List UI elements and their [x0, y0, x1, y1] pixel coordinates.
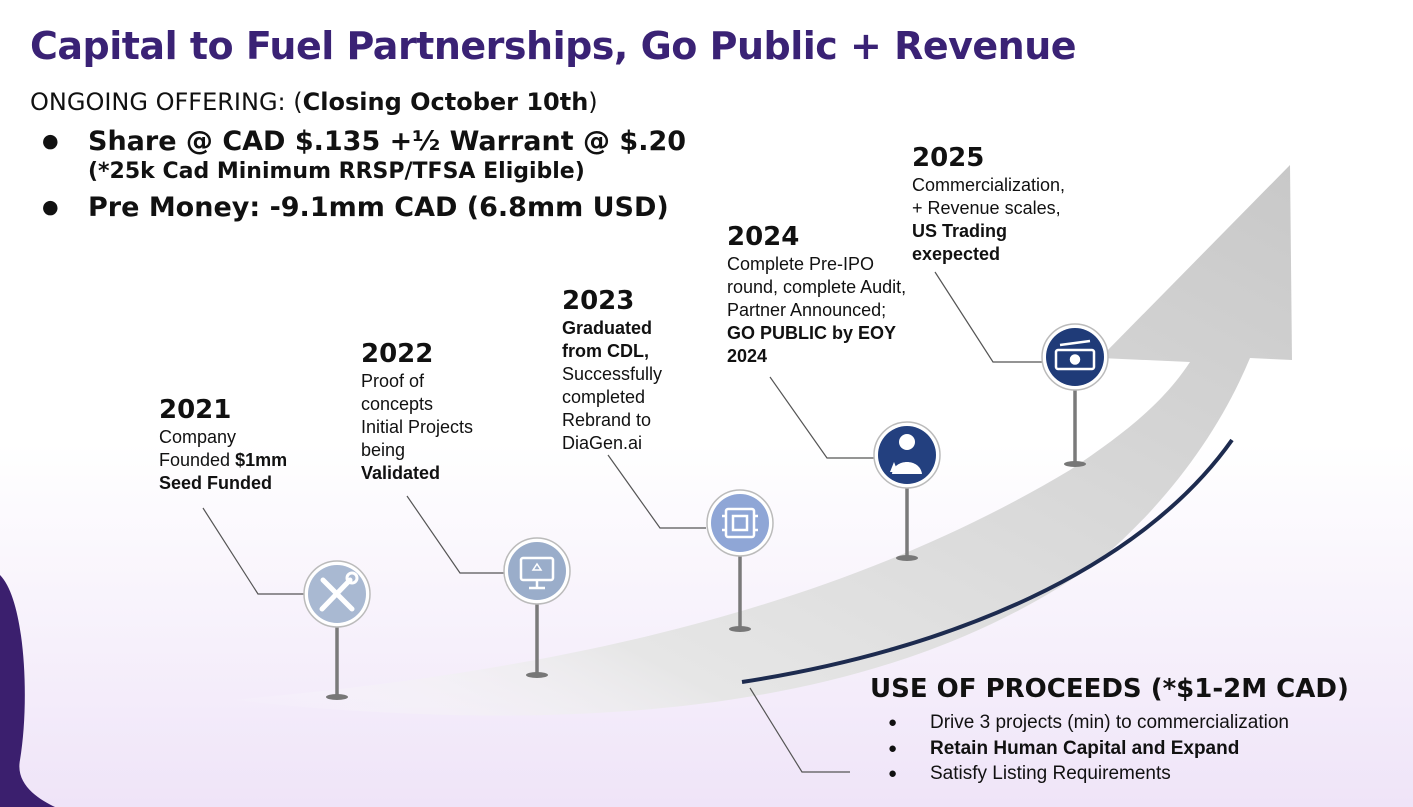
milestone-line: + Revenue scales, — [912, 198, 1061, 218]
milestone-line-bold: exepected — [912, 244, 1001, 264]
chip-icon — [722, 507, 758, 539]
milestone-line-bold: Seed Funded — [159, 473, 273, 493]
milestone-line-bold: 2024 — [727, 346, 768, 366]
scientist-icon — [890, 434, 922, 474]
pre-money-bullet: Pre Money: -9.1mm CAD (6.8mm USD) — [42, 192, 686, 223]
milestone-line-bold: US Trading — [912, 221, 1008, 241]
minimum-note: (*25k Cad Minimum RRSP/TFSA Eligible) — [88, 159, 585, 184]
offering-heading: ONGOING OFFERING: (Closing October 10th) — [30, 88, 598, 116]
milestone-line: concepts — [361, 394, 434, 414]
milestone-line: completed — [562, 387, 646, 407]
milestone-2025: 2025 Commercialization, + Revenue scales… — [912, 142, 1065, 266]
offering-close-paren: ) — [588, 88, 598, 116]
milestone-line-bold: GO PUBLIC by EOY — [727, 323, 897, 343]
milestone-line-bold: Validated — [361, 463, 441, 483]
milestone-line: round, complete Audit, — [727, 277, 907, 297]
milestone-line-bold: Graduated — [562, 318, 653, 338]
proceeds-item: Retain Human Capital and Expand — [888, 736, 1289, 762]
milestone-line-text: Founded — [159, 450, 236, 470]
milestone-line-bold: $1mm — [235, 450, 288, 470]
tools-icon — [319, 571, 359, 612]
milestone-year: 2023 — [562, 286, 635, 316]
milestone-2021: 2021 Company Founded $1mm Seed Funded — [159, 394, 287, 495]
milestone-line: Company — [159, 427, 237, 447]
milestone-2024: 2024 Complete Pre-IPO round, complete Au… — [727, 221, 906, 368]
milestone-line: Partner Announced; — [727, 300, 887, 320]
milestone-2023: 2023 Graduated from CDL, Successfully co… — [562, 285, 662, 455]
growth-arrow — [230, 165, 1292, 716]
milestone-line: Rebrand to — [562, 410, 652, 430]
milestone-year: 2021 — [159, 395, 232, 425]
share-price-bullet: Share @ CAD $.135 +½ Warrant @ $.20 — [42, 126, 686, 157]
proceeds-item: Satisfy Listing Requirements — [888, 761, 1289, 787]
offering-bullets: Share @ CAD $.135 +½ Warrant @ $.20 (*25… — [42, 126, 686, 223]
milestone-line: Proof of — [361, 371, 425, 391]
milestone-line: Initial Projects — [361, 417, 474, 437]
milestone-line: Complete Pre-IPO — [727, 254, 875, 274]
proceeds-item: Drive 3 projects (min) to commercializat… — [888, 710, 1289, 736]
corner-decoration — [0, 575, 55, 807]
milestone-line: DiaGen.ai — [562, 433, 643, 453]
offering-label: ONGOING OFFERING: ( — [30, 88, 303, 116]
milestone-line: being — [361, 440, 406, 460]
money-icon — [1054, 339, 1096, 371]
uop-connector — [749, 687, 850, 773]
use-of-proceeds-list: Drive 3 projects (min) to commercializat… — [888, 710, 1289, 787]
page-title: Capital to Fuel Partnerships, Go Public … — [30, 24, 1077, 68]
milestone-line: Founded $1mm — [159, 449, 287, 472]
milestone-line: Successfully — [562, 364, 663, 384]
milestone-line-bold: from CDL, — [562, 341, 649, 361]
milestone-2022: 2022 Proof of concepts Initial Projects … — [361, 338, 473, 485]
milestone-year: 2022 — [361, 339, 434, 369]
milestone-year: 2025 — [912, 143, 985, 173]
use-of-proceeds-title: USE OF PROCEEDS (*$1-2M CAD) — [870, 674, 1349, 704]
navy-curve — [741, 438, 1234, 684]
milestone-year: 2024 — [727, 222, 800, 252]
milestone-line: Commercialization, — [912, 175, 1066, 195]
monitor-icon — [519, 556, 555, 590]
closing-date: Closing October 10th — [302, 88, 589, 116]
